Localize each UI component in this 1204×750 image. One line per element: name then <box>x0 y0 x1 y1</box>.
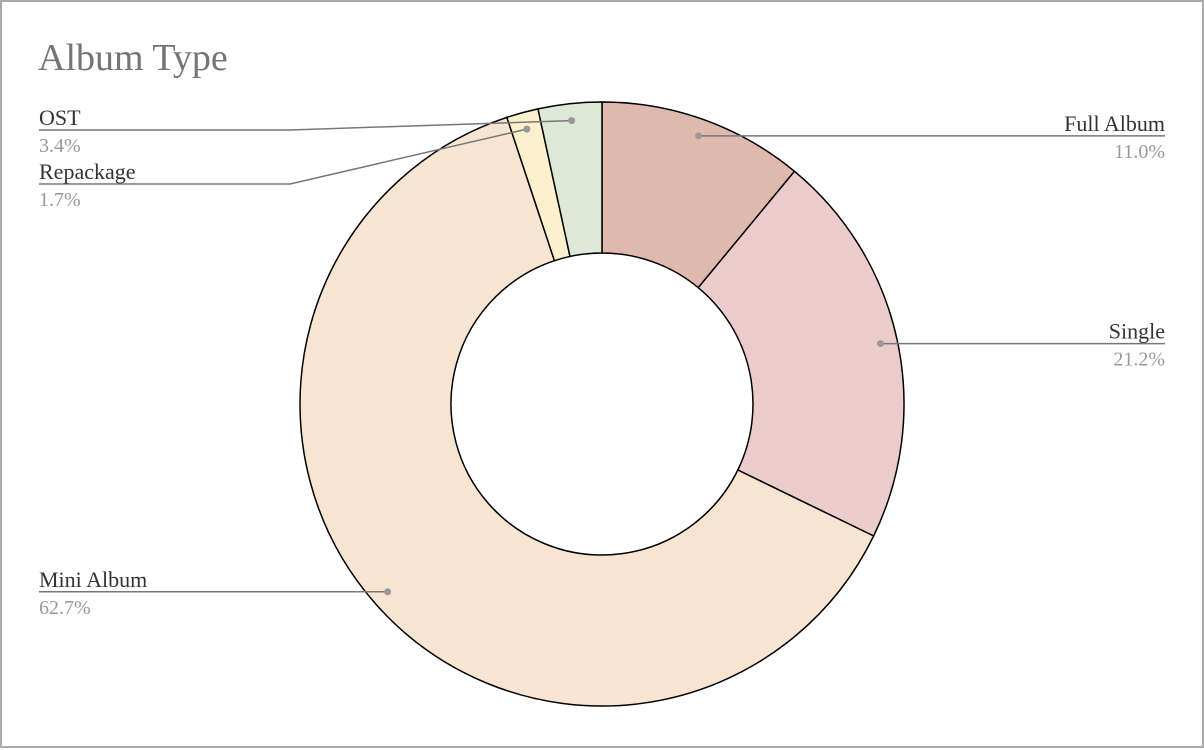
slice-percent: 21.2% <box>1113 349 1165 371</box>
slice-percent: 11.0% <box>1114 141 1165 163</box>
chart-title: Album Type <box>38 37 228 79</box>
slice-label: Single <box>1109 319 1165 344</box>
leader-dot <box>568 117 576 125</box>
slice-percent: 62.7% <box>39 597 91 619</box>
leader-line <box>39 119 572 131</box>
donut-slice <box>537 101 603 258</box>
slice-label: Repackage <box>39 159 136 184</box>
slice-percent: 3.4% <box>39 135 81 157</box>
leader-dot <box>384 588 392 596</box>
slice-label: Mini Album <box>39 567 147 592</box>
slice-label: Full Album <box>1064 111 1165 136</box>
slice-percent: 1.7% <box>39 189 81 211</box>
slice-label: OST <box>39 105 81 130</box>
donut-slice <box>299 116 875 707</box>
leader-dot <box>877 340 885 348</box>
leader-dot <box>523 125 531 133</box>
donut-slice <box>697 170 905 538</box>
leader-dot <box>695 132 703 140</box>
leader-line <box>39 128 527 185</box>
